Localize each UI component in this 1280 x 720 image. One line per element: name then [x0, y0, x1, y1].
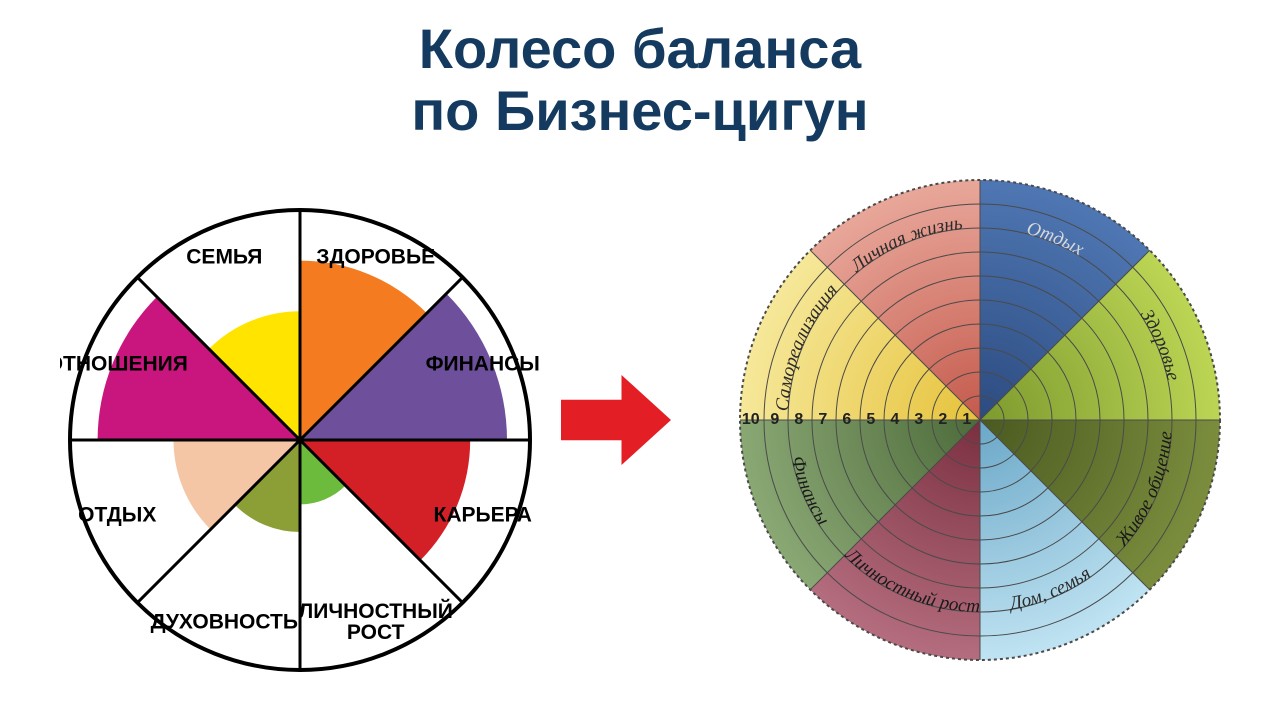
svg-text:КАРЬЕРА: КАРЬЕРА [434, 503, 532, 526]
title-line1: Колесо баланса [0, 18, 1280, 80]
svg-text:5: 5 [866, 411, 875, 428]
svg-text:СЕМЬЯ: СЕМЬЯ [186, 245, 262, 268]
left-wheel-svg: ЗДОРОВЬЕ ФИНАНСЫ КАРЬЕРА ЛИЧНОСТНЫЙРОСТДУХО… [60, 200, 540, 680]
svg-text:2: 2 [938, 411, 947, 428]
svg-text:ОТНОШЕНИЯ: ОТНОШЕНИЯ [60, 352, 188, 375]
svg-text:8: 8 [794, 411, 803, 428]
diagram-stage: { "title": { "line1": "Колесо баланса", … [0, 0, 1280, 720]
svg-text:7: 7 [818, 411, 827, 428]
svg-text:10: 10 [742, 411, 760, 428]
svg-text:4: 4 [890, 411, 899, 428]
svg-text:9: 9 [770, 411, 779, 428]
svg-text:3: 3 [914, 411, 923, 428]
right-wheel-svg: 12345678910ОтдыхЗдоровьеЖивое общениеДом… [726, 166, 1234, 674]
svg-text:ДУХОВНОСТЬ: ДУХОВНОСТЬ [151, 610, 298, 633]
svg-text:1: 1 [962, 411, 971, 428]
svg-text:ОТДЫХ: ОТДЫХ [78, 503, 156, 526]
svg-text:ЛИЧНОСТНЫЙРОСТ: ЛИЧНОСТНЫЙРОСТ [299, 599, 453, 644]
page-title: Колесо баланса по Бизнес-цигун [0, 0, 1280, 141]
svg-text:ЗДОРОВЬЕ: ЗДОРОВЬЕ [316, 245, 435, 268]
title-line2: по Бизнес-цигун [0, 80, 1280, 142]
svg-text:6: 6 [842, 411, 851, 428]
arrow-svg [561, 375, 671, 465]
svg-text:ФИНАНСЫ: ФИНАНСЫ [426, 352, 540, 375]
